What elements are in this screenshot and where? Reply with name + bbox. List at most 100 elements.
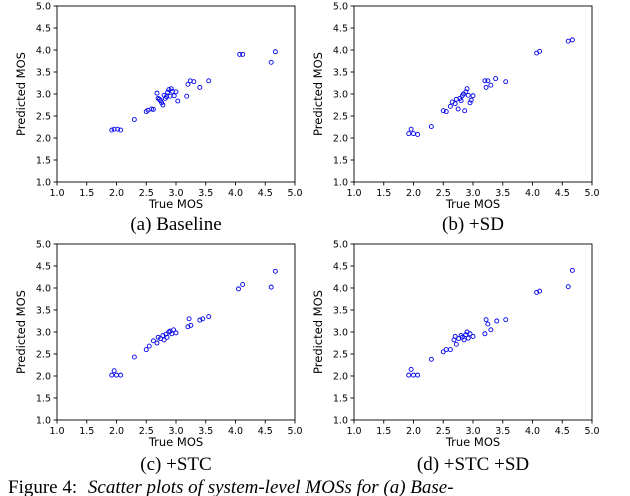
data-point [537,48,543,54]
y-tick-label: 2.0 [333,133,348,144]
data-point [111,368,117,374]
data-point [458,98,464,104]
data-point [493,76,499,82]
x-axis-label: True MOS [148,197,203,211]
y-tick-label: 3.5 [36,305,51,316]
x-axis-label: True MOS [445,435,500,449]
plot-frame [56,243,296,421]
y-tick-label: 3.5 [36,67,51,78]
data-point [467,331,473,337]
data-point [406,131,412,137]
y-tick-label: 2.5 [333,349,348,360]
y-axis-label: Predicted MOS [14,290,28,374]
figure-caption: Figure 4: Scatter plots of system-level … [8,477,454,496]
data-point [565,38,571,44]
x-axis-label: True MOS [445,197,500,211]
y-tick-label: 2.0 [333,371,348,382]
y-tick-label: 4.0 [333,45,348,56]
y-tick-label: 3.0 [333,327,348,338]
data-point [154,90,160,96]
y-tick-label: 1.0 [36,177,51,188]
x-tick-label: 3.0 [465,188,480,199]
data-point [411,372,416,378]
figure-caption-prefix: Figure 4: [8,477,77,496]
data-point [503,79,509,85]
data-point [206,314,212,320]
data-point [415,132,421,137]
data-point [470,333,476,339]
x-tick-label: 1.5 [79,426,94,437]
x-tick-label: 4.5 [258,426,273,437]
data-point [569,267,575,273]
x-tick-label: 2.0 [109,188,124,199]
x-tick-label: 1.0 [49,426,64,437]
y-tick-label: 5.0 [36,1,51,12]
data-point [115,126,121,132]
data-point [537,288,543,294]
x-tick-label: 3.0 [168,426,183,437]
data-point [236,286,241,292]
data-point [109,372,115,378]
data-point [161,337,167,343]
x-axis-label: True MOS [148,435,203,449]
data-point [468,97,474,103]
scatter-panel-3: 1.0 1.5 2.0 2.5 3.0 3.5 4.0 4.5 5.0 1.0 1.5 2.0 2.5 3… [14,239,303,475]
data-point [415,372,421,378]
data-point [440,108,446,114]
y-tick-label: 3.0 [36,89,51,100]
data-point [494,318,500,324]
y-tick-label: 5.0 [36,239,51,250]
y-tick-label: 2.5 [333,111,348,122]
x-tick-label: 2.0 [406,188,421,199]
data-point [467,100,473,106]
data-point [188,322,194,328]
y-tick-label: 4.0 [36,45,51,56]
data-point [462,108,468,114]
x-tick-label: 4.5 [258,188,273,199]
y-tick-label: 4.5 [36,261,51,272]
x-tick-label: 1.0 [346,426,361,437]
data-point [240,282,246,287]
x-tick-label: 4.5 [555,188,570,199]
data-point [161,92,167,98]
data-point [184,93,190,99]
x-tick-label: 5.0 [287,188,302,199]
data-point [175,98,181,104]
y-tick-label: 2.0 [36,371,51,382]
x-tick-label: 5.0 [584,188,599,199]
figure-caption-text: Scatter plots of system-level MOSs for (… [88,477,454,496]
x-tick-label: 2.5 [436,188,451,199]
y-tick-label: 1.5 [36,155,51,166]
y-tick-label: 3.5 [333,67,348,78]
data-point [114,372,119,378]
x-tick-label: 3.5 [198,426,213,437]
data-point [186,316,192,322]
y-tick-label: 4.0 [36,283,51,294]
data-point [118,127,124,133]
data-point [569,37,575,43]
data-point [160,102,166,108]
y-tick-label: 1.0 [333,415,348,426]
x-tick-label: 3.5 [495,426,510,437]
x-tick-label: 2.5 [139,426,154,437]
data-point [461,337,467,343]
data-point [443,347,449,353]
y-tick-label: 5.0 [333,1,348,12]
data-point [482,331,488,337]
plot-frame [353,243,593,421]
data-point [185,81,191,87]
data-point [156,96,162,102]
data-point [488,82,494,88]
x-tick-label: 5.0 [287,426,302,437]
y-axis-label: Predicted MOS [14,52,28,136]
x-tick-label: 3.0 [168,188,183,199]
data-point [503,317,509,323]
x-tick-label: 1.5 [79,188,94,199]
data-point [485,321,491,327]
y-tick-label: 3.0 [36,327,51,338]
data-point [488,327,494,333]
scatter-panel-2: 1.0 1.5 2.0 2.5 3.0 3.5 4.0 4.5 5.0 1.0 1.5 2.0 2.5 3… [311,1,600,235]
data-point [443,109,449,115]
data-point [164,334,170,340]
